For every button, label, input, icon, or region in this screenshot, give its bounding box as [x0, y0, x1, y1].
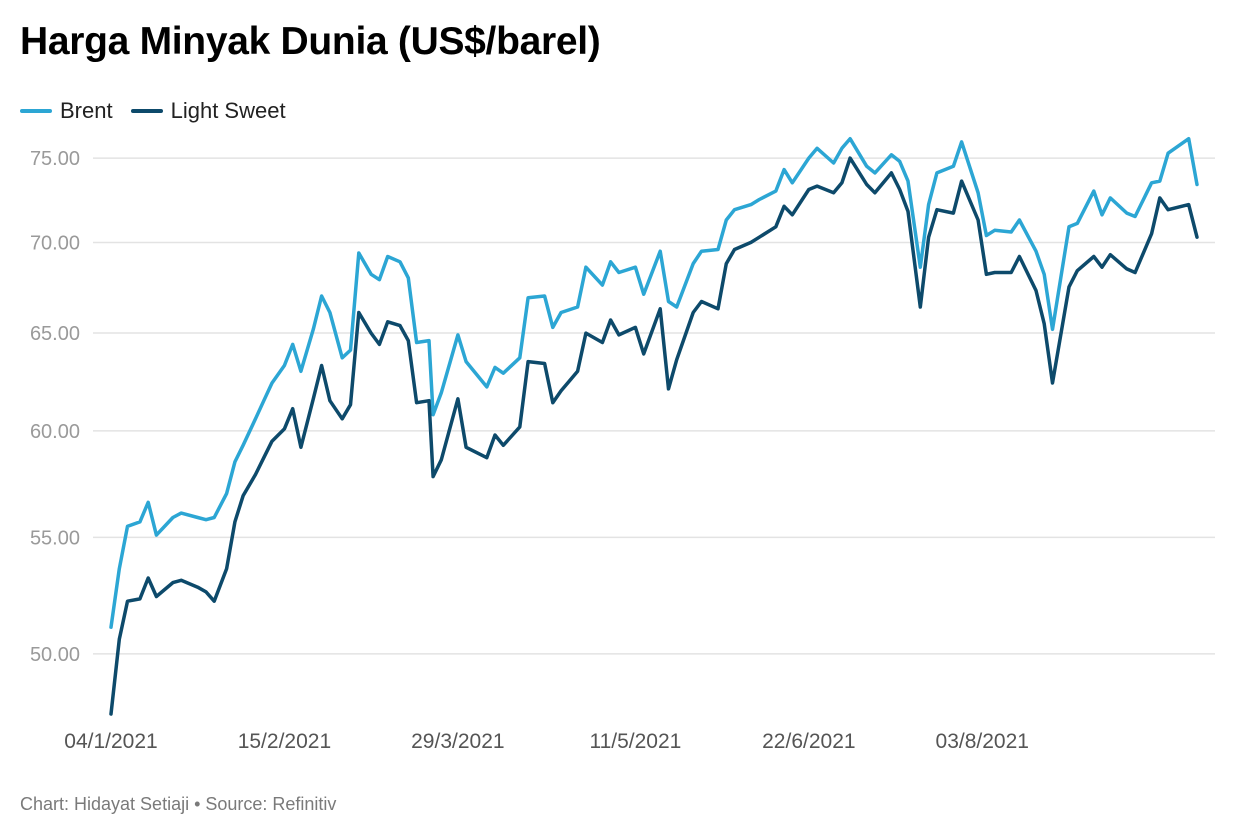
series-line-light-sweet — [109, 156, 1199, 716]
series-lines — [109, 136, 1199, 716]
x-tick-label: 29/3/2021 — [411, 730, 504, 753]
y-tick-label: 75.00 — [30, 148, 80, 170]
y-tick-label: 50.00 — [30, 644, 80, 666]
x-tick-label: 15/2/2021 — [238, 730, 331, 753]
y-tick-label: 60.00 — [30, 421, 80, 443]
series-line-brent — [109, 136, 1199, 629]
x-tick-label: 22/6/2021 — [762, 730, 855, 753]
x-tick-label: 11/5/2021 — [589, 730, 681, 753]
legend-swatch-brent — [20, 109, 52, 113]
gridlines — [93, 157, 1215, 655]
chart-title: Harga Minyak Dunia (US$/barel) — [20, 20, 601, 63]
legend: Brent Light Sweet — [20, 98, 304, 124]
x-tick-label: 04/1/2021 — [64, 730, 157, 753]
legend-item-brent: Brent — [20, 98, 113, 124]
y-tick-label: 70.00 — [30, 232, 80, 254]
x-tick-label: 03/8/2021 — [936, 730, 1029, 753]
legend-item-light-sweet: Light Sweet — [130, 98, 286, 124]
y-tick-label: 55.00 — [30, 527, 80, 549]
legend-swatch-light-sweet — [130, 109, 163, 113]
x-axis-ticks: 04/1/2021 15/2/2021 29/3/2021 11/5/2021 22/6… — [64, 730, 1029, 753]
legend-label-light-sweet: Light Sweet — [170, 98, 286, 123]
y-tick-label: 65.00 — [30, 323, 80, 345]
chart-credit: Chart: Hidayat Setiaji • Source: Refinit… — [20, 794, 337, 814]
y-axis-ticks: 50.00 55.00 60.00 65.00 70.00 75.00 — [30, 148, 80, 666]
legend-label-brent: Brent — [60, 98, 113, 123]
